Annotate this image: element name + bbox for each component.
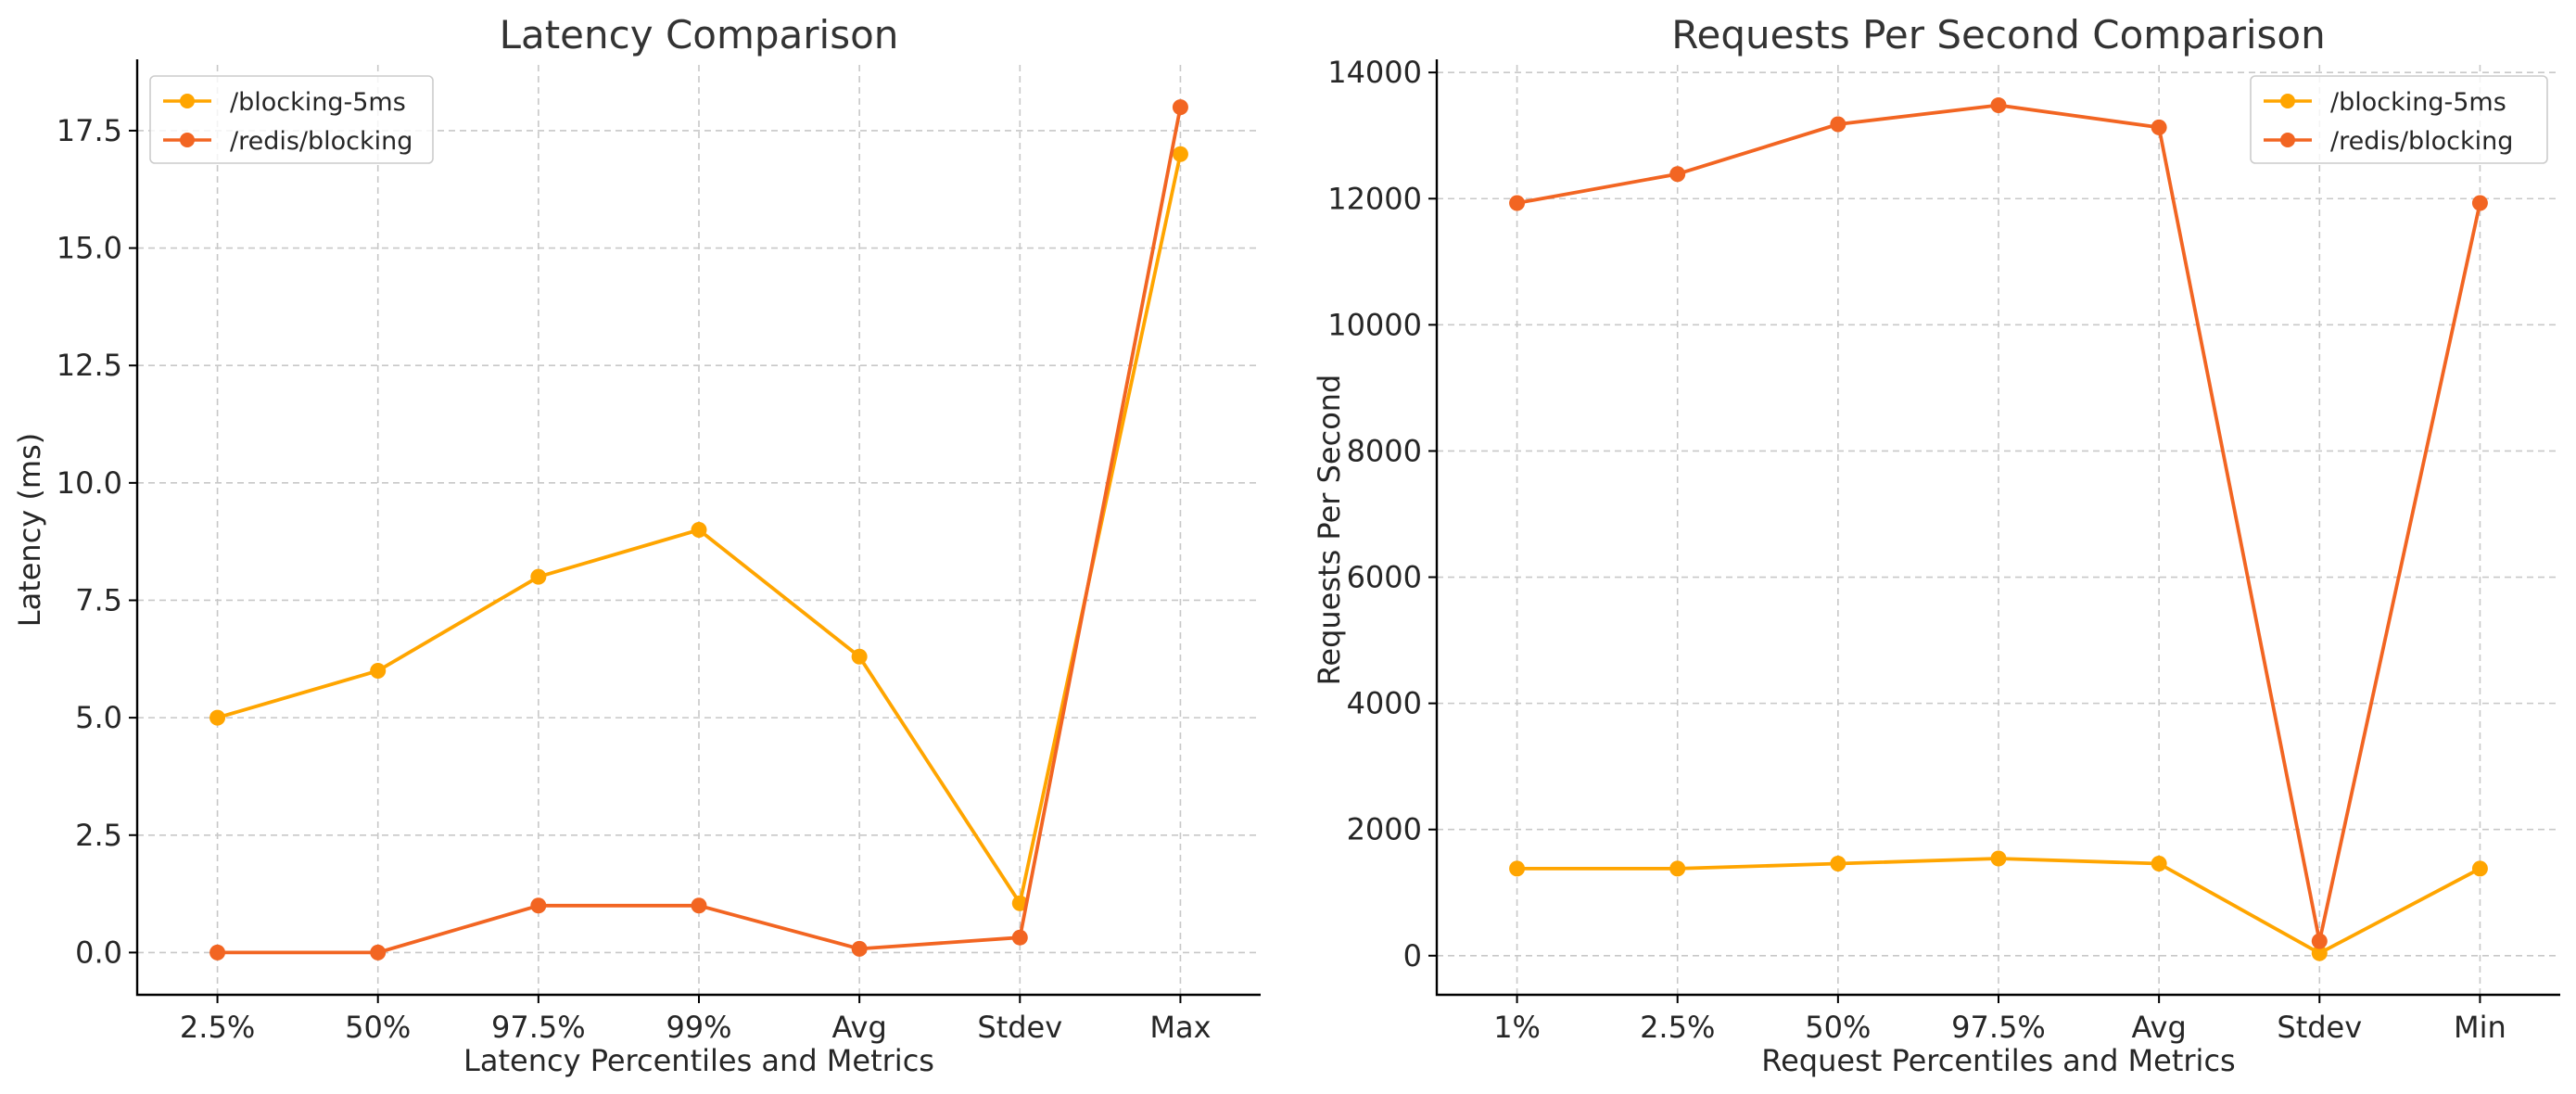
data-point <box>2151 119 2167 135</box>
data-point <box>530 897 547 914</box>
chart-title: Requests Per Second Comparison <box>1671 12 2326 57</box>
x-tick-label: 2.5% <box>180 1010 255 1045</box>
y-axis-label: Latency (ms) <box>12 433 47 627</box>
y-tick-label: 0.0 <box>75 935 122 970</box>
legend-marker <box>180 94 195 108</box>
x-tick-label: 97.5% <box>491 1010 586 1045</box>
axis-spines <box>1435 59 2560 997</box>
data-point <box>691 897 707 914</box>
x-tick-label: 2.5% <box>1640 1010 1715 1045</box>
y-tick-label: 6000 <box>1347 560 1422 595</box>
x-axis-label: Latency Percentiles and Metrics <box>463 1043 934 1078</box>
data-point <box>1830 855 1846 871</box>
legend-marker <box>180 133 195 147</box>
y-tick-label: 10.0 <box>57 465 122 501</box>
x-tick-label: 97.5% <box>1951 1010 2046 1045</box>
legend-entry: /redis/blocking <box>2264 127 2513 156</box>
legend-marker <box>2280 94 2295 108</box>
y-tick-label: 2000 <box>1347 812 1422 847</box>
data-point <box>851 940 868 957</box>
data-point <box>1669 860 1686 877</box>
legend-label: /redis/blocking <box>230 127 412 156</box>
data-point <box>370 662 387 679</box>
y-tick-label: 10000 <box>1327 307 1422 342</box>
data-point <box>1509 860 1526 877</box>
data-point <box>1990 850 2007 867</box>
legend-label: /blocking-5ms <box>230 88 406 117</box>
chart-legend: /blocking-5ms /redis/blocking <box>149 75 434 164</box>
y-tick-label: 0 <box>1403 938 1422 973</box>
data-point <box>2311 933 2328 949</box>
data-point <box>1172 99 1188 116</box>
data-point <box>209 709 226 726</box>
x-axis-label: Request Percentiles and Metrics <box>1761 1043 2235 1078</box>
data-point <box>851 648 868 665</box>
latency-chart-panel: Latency Comparison Latency Percentiles a… <box>12 12 1261 1078</box>
y-tick-label: 14000 <box>1327 55 1422 90</box>
legend-box <box>149 75 434 164</box>
data-point <box>1990 97 2007 114</box>
legend-entry: /blocking-5ms <box>163 88 406 117</box>
chart-title: Latency Comparison <box>500 12 899 57</box>
data-point <box>1830 116 1846 133</box>
data-point <box>2471 860 2488 877</box>
y-tick-label: 12000 <box>1327 181 1422 216</box>
data-point <box>370 944 387 960</box>
y-tick-label: 15.0 <box>57 231 122 266</box>
data-point <box>691 522 707 538</box>
legend-label: /redis/blocking <box>2330 127 2513 156</box>
y-tick-label: 12.5 <box>57 348 122 383</box>
data-point <box>2471 195 2488 211</box>
x-tick-label: 50% <box>345 1010 411 1045</box>
legend-entry: /blocking-5ms <box>2264 88 2506 117</box>
x-tick-label: Stdev <box>977 1010 1062 1045</box>
data-point <box>1669 166 1686 183</box>
data-point <box>1011 895 1028 911</box>
x-tick-label: 1% <box>1493 1010 1541 1045</box>
data-point <box>2151 855 2167 871</box>
x-tick-label: Avg <box>2132 1010 2187 1045</box>
x-tick-label: 99% <box>666 1010 731 1045</box>
legend-box <box>2250 75 2548 164</box>
legend-entry: /redis/blocking <box>163 127 412 156</box>
y-tick-label: 7.5 <box>75 582 122 617</box>
x-tick-label: Min <box>2454 1010 2506 1045</box>
y-tick-label: 8000 <box>1347 433 1422 468</box>
data-point <box>209 944 226 960</box>
y-axis-label: Requests Per Second <box>1312 375 1347 686</box>
legend-label: /blocking-5ms <box>2330 88 2506 117</box>
grid-lines <box>137 65 1261 995</box>
data-point <box>1172 146 1188 162</box>
y-tick-label: 4000 <box>1347 686 1422 721</box>
axis-spines <box>135 59 1261 997</box>
rps-chart-panel: Requests Per Second Comparison Request P… <box>1312 12 2560 1078</box>
x-tick-label: Avg <box>832 1010 887 1045</box>
x-tick-label: 50% <box>1805 1010 1871 1045</box>
data-point <box>1011 929 1028 946</box>
y-tick-label: 17.5 <box>57 113 122 148</box>
legend-marker <box>2280 133 2295 147</box>
x-tick-label: Stdev <box>2277 1010 2362 1045</box>
data-point <box>2311 945 2328 961</box>
data-point <box>1509 195 1526 211</box>
x-tick-label: Max <box>1149 1010 1211 1045</box>
y-tick-label: 2.5 <box>75 818 122 853</box>
y-tick-label: 5.0 <box>75 700 122 735</box>
chart-legend: /blocking-5ms /redis/blocking <box>2250 75 2548 164</box>
data-point <box>530 568 547 585</box>
